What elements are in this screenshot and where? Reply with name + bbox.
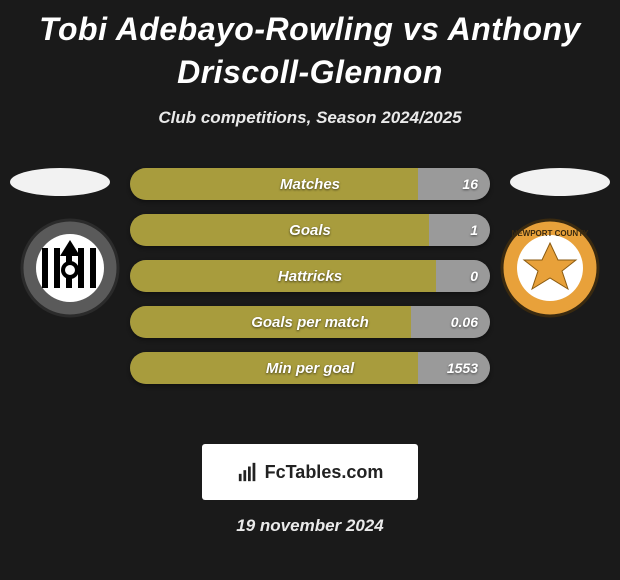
stat-label: Matches: [130, 168, 490, 200]
stat-label: Hattricks: [130, 260, 490, 292]
stat-row: Goals per match0.06: [130, 306, 490, 338]
comparison-title: Tobi Adebayo-Rowling vs Anthony Driscoll…: [0, 0, 620, 94]
stats-list: Matches16 Goals1 Hattricks0 Goals per match…: [130, 168, 490, 398]
branding-badge[interactable]: FcTables.com: [202, 444, 418, 500]
stat-row: Hattricks0: [130, 260, 490, 292]
bar-chart-icon: [237, 461, 259, 483]
notts-county-badge-icon: [20, 218, 120, 318]
branding-text: FcTables.com: [265, 462, 384, 483]
player-left-platform: [10, 168, 110, 196]
stat-value-right: 16: [462, 168, 478, 200]
player-left-crest: [20, 218, 120, 318]
comparison-arena: NEWPORT COUNTY Matches16Goals1Hattricks0…: [0, 168, 620, 428]
footer-date: 19 november 2024: [0, 516, 620, 536]
stat-value-right: 0: [470, 260, 478, 292]
player-right-platform: [510, 168, 610, 196]
stat-row: Goals1: [130, 214, 490, 246]
stat-row: Min per goal1553: [130, 352, 490, 384]
stat-label: Goals per match: [130, 306, 490, 338]
stat-row: Matches16: [130, 168, 490, 200]
player-right-crest: NEWPORT COUNTY: [500, 218, 600, 318]
stat-value-right: 0.06: [451, 306, 478, 338]
stat-label: Goals: [130, 214, 490, 246]
comparison-subtitle: Club competitions, Season 2024/2025: [0, 108, 620, 128]
svg-text:NEWPORT COUNTY: NEWPORT COUNTY: [512, 229, 590, 238]
stat-label: Min per goal: [130, 352, 490, 384]
stat-value-right: 1: [470, 214, 478, 246]
stat-value-right: 1553: [447, 352, 478, 384]
newport-county-badge-icon: NEWPORT COUNTY: [500, 218, 600, 318]
